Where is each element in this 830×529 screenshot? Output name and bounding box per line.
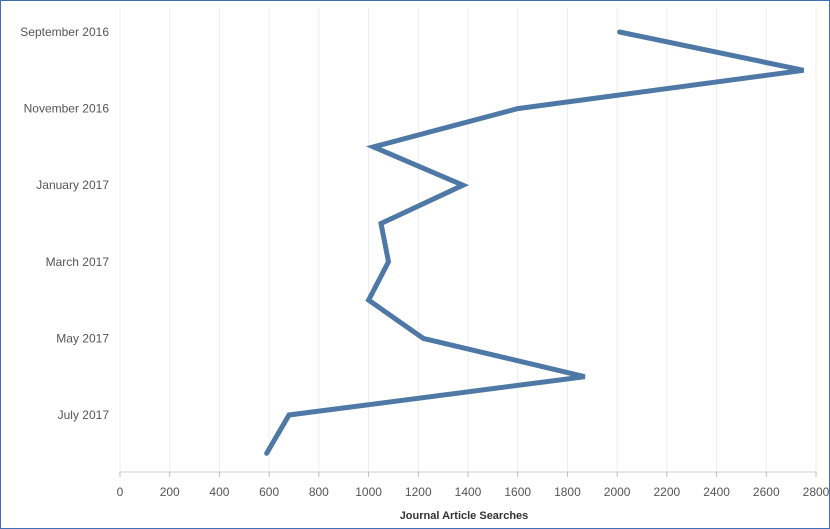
x-tick-label: 2200 — [654, 485, 681, 499]
x-tick-label: 2400 — [703, 485, 730, 499]
series-line — [264, 29, 805, 456]
y-tick-label: November 2016 — [24, 102, 110, 116]
y-tick-label: September 2016 — [20, 25, 109, 39]
x-axis-title: Journal Article Searches — [400, 510, 529, 522]
x-tick-label: 0 — [117, 485, 124, 499]
x-tick-label: 1000 — [355, 485, 382, 499]
x-axis-ticks: 0 200 400 600 800 1000 1200 1400 1600 1800 2000 220… — [117, 472, 830, 499]
x-tick-label: 1600 — [504, 485, 531, 499]
x-tick-label: 800 — [309, 485, 329, 499]
x-tick-label: 2800 — [803, 485, 830, 499]
x-tick-label: 2600 — [753, 485, 780, 499]
y-tick-label: January 2017 — [36, 178, 109, 192]
x-tick-label: 1800 — [554, 485, 581, 499]
gridlines — [119, 8, 817, 472]
x-tick-label: 200 — [160, 485, 180, 499]
y-tick-label: May 2017 — [56, 331, 109, 345]
x-tick-label: 1200 — [405, 485, 432, 499]
y-tick-label: March 2017 — [46, 255, 110, 269]
x-tick-label: 400 — [209, 485, 229, 499]
x-tick-label: 600 — [259, 485, 279, 499]
y-axis-ticks: September 2016 November 2016 January 2017 M… — [20, 25, 109, 422]
x-tick-label: 2000 — [604, 485, 631, 499]
y-tick-label: July 2017 — [58, 408, 110, 422]
x-tick-label: 1400 — [455, 485, 482, 499]
